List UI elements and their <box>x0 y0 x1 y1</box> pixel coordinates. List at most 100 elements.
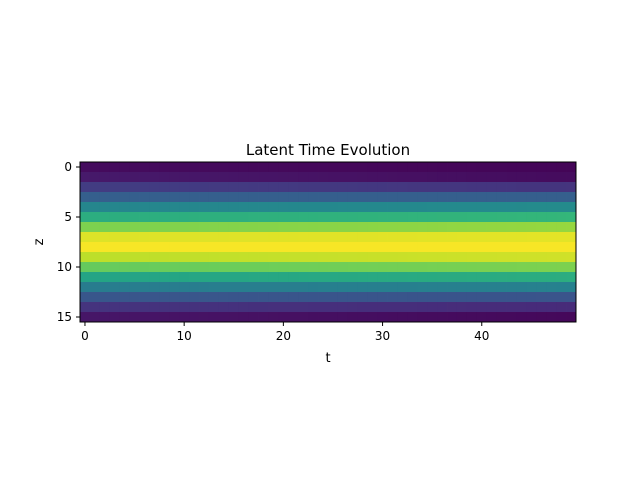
heatmap-cell <box>278 242 289 253</box>
heatmap-cell <box>526 162 537 173</box>
heatmap-cell <box>466 302 478 313</box>
heatmap-cell <box>496 262 507 273</box>
heatmap-cell <box>159 172 170 183</box>
heatmap-cell <box>447 222 458 233</box>
heatmap-cell <box>506 172 517 183</box>
heatmap-cell <box>556 292 567 303</box>
heatmap-cell <box>199 262 210 273</box>
heatmap-cell <box>308 182 319 193</box>
heatmap-cell <box>456 292 468 303</box>
heatmap-cell <box>347 182 359 193</box>
heatmap-cell <box>199 232 210 243</box>
heatmap-cell <box>566 182 577 193</box>
heatmap-cell <box>268 182 279 193</box>
heatmap-cell <box>318 252 329 263</box>
heatmap-cell <box>516 242 527 253</box>
heatmap-cell <box>139 162 150 173</box>
heatmap-cell <box>456 312 468 323</box>
heatmap-cell <box>328 182 339 193</box>
heatmap-cell <box>189 162 200 173</box>
heatmap-cell <box>89 242 101 253</box>
heatmap-cell <box>486 302 498 313</box>
heatmap-cell <box>99 172 111 183</box>
heatmap-cell <box>437 162 448 173</box>
heatmap-cell <box>89 182 101 193</box>
heatmap-cell <box>407 262 418 273</box>
heatmap-cell <box>258 212 269 223</box>
heatmap-cell <box>199 212 210 223</box>
heatmap-cell <box>407 212 418 223</box>
heatmap-cell <box>80 282 91 293</box>
heatmap-cell <box>258 182 269 193</box>
heatmap-cell <box>328 222 339 233</box>
heatmap-cell <box>566 172 577 183</box>
heatmap-cell <box>258 282 269 293</box>
heatmap-cell <box>228 242 240 253</box>
heatmap-cell <box>556 252 567 263</box>
heatmap-cell <box>516 272 527 283</box>
heatmap-cell <box>466 242 478 253</box>
heatmap-cell <box>506 272 517 283</box>
heatmap-cell <box>109 202 121 213</box>
heatmap-cell <box>159 252 170 263</box>
heatmap-cell <box>298 212 309 223</box>
heatmap-cell <box>228 222 240 233</box>
heatmap-cell <box>506 282 517 293</box>
heatmap-cell <box>139 272 150 283</box>
heatmap-cell <box>476 292 488 303</box>
heatmap-cell <box>208 262 220 273</box>
heatmap-cell <box>169 272 180 283</box>
heatmap-cell <box>318 282 329 293</box>
heatmap-cell <box>189 282 200 293</box>
heatmap-cell <box>546 312 557 323</box>
heatmap-cell <box>189 292 200 303</box>
heatmap-cell <box>179 232 190 243</box>
heatmap-cell <box>159 182 170 193</box>
heatmap-cell <box>337 172 349 183</box>
heatmap-cell <box>377 182 388 193</box>
heatmap-cell <box>298 182 309 193</box>
heatmap-cell <box>417 182 428 193</box>
heatmap-cell <box>516 222 527 233</box>
heatmap-cell <box>506 162 517 173</box>
heatmap-cell <box>189 172 200 183</box>
heatmap-cell <box>486 232 498 243</box>
heatmap-cell <box>556 272 567 283</box>
heatmap-cell <box>328 312 339 323</box>
heatmap-cell <box>119 242 130 253</box>
heatmap-cell <box>526 272 537 283</box>
heatmap-cell <box>546 282 557 293</box>
heatmap-cell <box>288 262 299 273</box>
heatmap-cell <box>218 162 230 173</box>
heatmap-cell <box>397 222 408 233</box>
heatmap-cell <box>427 232 438 243</box>
heatmap-cell <box>268 212 279 223</box>
heatmap-cell <box>278 252 289 263</box>
heatmap-cell <box>89 302 101 313</box>
heatmap-cell <box>447 292 458 303</box>
heatmap-cell <box>318 212 329 223</box>
heatmap-cell <box>159 292 170 303</box>
heatmap-cell <box>397 192 408 203</box>
heatmap-cell <box>288 202 299 213</box>
heatmap-cell <box>328 262 339 273</box>
heatmap-cell <box>526 302 537 313</box>
heatmap-cell <box>466 202 478 213</box>
heatmap-cell <box>119 292 130 303</box>
heatmap-cell <box>80 252 91 263</box>
heatmap-cell <box>119 312 130 323</box>
heatmap-cell <box>556 182 567 193</box>
heatmap-cell <box>159 232 170 243</box>
heatmap-cell <box>328 202 339 213</box>
heatmap-cell <box>248 232 259 243</box>
heatmap-cell <box>298 242 309 253</box>
heatmap-cell <box>179 192 190 203</box>
heatmap-cell <box>268 272 279 283</box>
heatmap-cell <box>218 222 230 233</box>
heatmap-cell <box>208 252 220 263</box>
heatmap-cell <box>377 272 388 283</box>
heatmap-cell <box>80 162 91 173</box>
heatmap-cell <box>129 272 140 283</box>
heatmap-cell <box>456 192 468 203</box>
heatmap-cell <box>466 212 478 223</box>
